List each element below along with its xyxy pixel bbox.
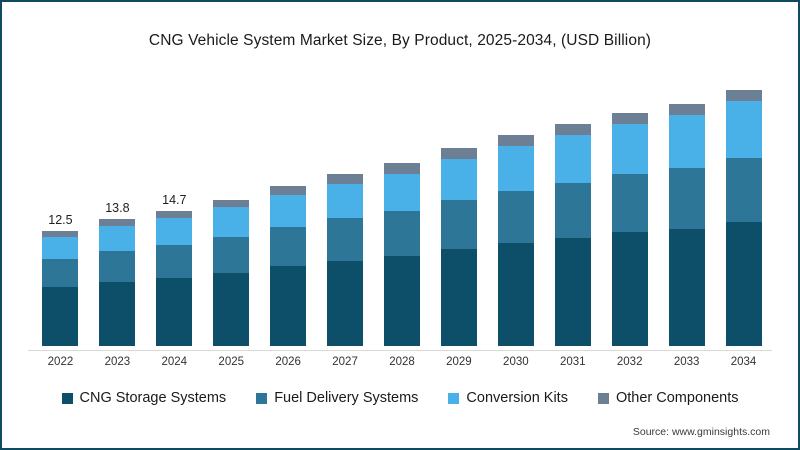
bar-segment-cng-storage-systems[interactable] [725, 222, 762, 346]
bar-segment-other-components[interactable] [42, 231, 79, 237]
bar-segment-fuel-delivery-systems[interactable] [213, 236, 250, 273]
bar-segment-cng-storage-systems[interactable] [327, 260, 364, 346]
bar-segment-other-components[interactable] [156, 211, 193, 219]
bar-segment-fuel-delivery-systems[interactable] [440, 200, 477, 249]
x-axis-tick-label: 2022 [47, 356, 74, 368]
bar-column[interactable] [213, 200, 250, 346]
x-axis-tick-label: 2028 [389, 356, 415, 368]
bar-segment-cng-storage-systems[interactable] [213, 272, 250, 346]
bar-segment-cng-storage-systems[interactable] [611, 232, 648, 346]
bar-segment-fuel-delivery-systems[interactable] [497, 190, 534, 244]
x-axis-line [28, 350, 772, 351]
bar-segment-conversion-kits[interactable] [99, 225, 136, 251]
legend-item-other[interactable]: Other Components [597, 390, 739, 406]
x-axis-tick-label: 2026 [275, 356, 301, 368]
bar-segment-conversion-kits[interactable] [213, 207, 250, 237]
bar-column[interactable] [270, 186, 307, 346]
x-axis-tick-label: 2031 [559, 356, 586, 368]
source-caption: Source: www.gminsights.com [632, 426, 770, 438]
x-axis-tick-label: 2032 [616, 356, 643, 368]
bar-segment-fuel-delivery-systems[interactable] [156, 245, 193, 279]
bar-segment-cng-storage-systems[interactable] [156, 278, 193, 346]
bar-value-label: 14.7 [162, 193, 187, 208]
bar-segment-cng-storage-systems[interactable] [42, 287, 79, 346]
bar-column[interactable] [440, 147, 477, 346]
bar-segment-conversion-kits[interactable] [270, 194, 307, 227]
legend-item-conversion[interactable]: Conversion Kits [448, 390, 568, 406]
bar-segment-cng-storage-systems[interactable] [497, 243, 534, 346]
bar-segment-conversion-kits[interactable] [668, 114, 705, 169]
bar-column[interactable] [725, 90, 762, 346]
bar-segment-fuel-delivery-systems[interactable] [554, 182, 591, 238]
legend-item-fuel[interactable]: Fuel Delivery Systems [256, 390, 418, 406]
bar-segment-fuel-delivery-systems[interactable] [725, 157, 762, 223]
bar-segment-other-components[interactable] [668, 103, 705, 115]
bar-segment-other-components[interactable] [327, 174, 364, 184]
bar-segment-cng-storage-systems[interactable] [554, 237, 591, 346]
bar-segment-conversion-kits[interactable] [440, 158, 477, 201]
bar-column[interactable] [42, 231, 79, 346]
bar-column[interactable] [99, 219, 136, 346]
legend-swatch-icon [256, 392, 268, 404]
bar-column[interactable] [327, 174, 364, 346]
bar-column[interactable] [497, 134, 534, 346]
x-axis-tick-label: 2034 [730, 356, 757, 368]
bar-segment-other-components[interactable] [554, 123, 591, 135]
bar-segment-conversion-kits[interactable] [497, 145, 534, 191]
bar-segment-other-components[interactable] [725, 90, 762, 102]
bar-value-label: 13.8 [105, 201, 130, 216]
bar-segment-other-components[interactable] [384, 163, 420, 174]
legend-item-label: CNG Storage Systems [79, 390, 227, 406]
bar-segment-fuel-delivery-systems[interactable] [99, 250, 136, 282]
x-axis-tick-label: 2025 [218, 356, 245, 368]
bar-column[interactable] [668, 103, 705, 346]
page-title: CNG Vehicle System Market Size, By Produ… [148, 32, 652, 49]
legend-item-label: Other Components [615, 390, 739, 406]
bar-column[interactable] [384, 163, 420, 346]
bar-segment-fuel-delivery-systems[interactable] [611, 174, 648, 233]
bar-segment-cng-storage-systems[interactable] [270, 266, 307, 346]
x-axis-tick-label: 2033 [673, 356, 700, 368]
bar-column[interactable] [611, 112, 648, 346]
bar-segment-conversion-kits[interactable] [611, 123, 648, 175]
bar-segment-other-components[interactable] [213, 200, 250, 208]
legend-item-label: Fuel Delivery Systems [274, 390, 419, 406]
legend-swatch-icon [597, 392, 609, 404]
bar-segment-conversion-kits[interactable] [725, 101, 762, 158]
x-axis-tick-label: 2024 [161, 356, 188, 368]
x-axis-tick-label: 2030 [503, 356, 529, 368]
bar-segment-conversion-kits[interactable] [327, 183, 364, 219]
bar-segment-other-components[interactable] [497, 134, 534, 146]
bar-value-label: 12.5 [48, 213, 73, 228]
legend-swatch-icon [61, 392, 73, 404]
bar-segment-cng-storage-systems[interactable] [668, 228, 705, 346]
bar-segment-other-components[interactable] [440, 147, 477, 159]
bar-segment-other-components[interactable] [270, 186, 307, 195]
bar-column[interactable] [554, 123, 591, 346]
legend-item-label: Conversion Kits [466, 390, 568, 406]
x-axis-tick-label: 2029 [446, 356, 472, 368]
bar-segment-conversion-kits[interactable] [384, 173, 420, 212]
bar-segment-conversion-kits[interactable] [554, 134, 591, 183]
bar-segment-fuel-delivery-systems[interactable] [270, 226, 307, 267]
bar-segment-cng-storage-systems[interactable] [384, 256, 420, 346]
bar-segment-fuel-delivery-systems[interactable] [42, 258, 79, 288]
bar-segment-fuel-delivery-systems[interactable] [668, 168, 705, 229]
bar-segment-cng-storage-systems[interactable] [99, 281, 136, 346]
bar-segment-conversion-kits[interactable] [156, 218, 193, 246]
bar-segment-cng-storage-systems[interactable] [440, 248, 477, 346]
chart-legend: CNG Storage Systems Fuel Delivery Systems… [2, 390, 798, 406]
bar-segment-other-components[interactable] [611, 112, 648, 124]
bar-segment-fuel-delivery-systems[interactable] [327, 218, 364, 261]
x-axis-tick-label: 2023 [104, 356, 131, 368]
legend-item-storage[interactable]: CNG Storage Systems [61, 390, 227, 406]
x-axis-tick-label: 2027 [332, 356, 358, 368]
bar-segment-conversion-kits[interactable] [42, 236, 79, 259]
bar-segment-fuel-delivery-systems[interactable] [384, 211, 420, 257]
bar-segment-other-components[interactable] [99, 219, 136, 226]
bar-column[interactable] [156, 211, 193, 346]
legend-swatch-icon [448, 392, 460, 404]
